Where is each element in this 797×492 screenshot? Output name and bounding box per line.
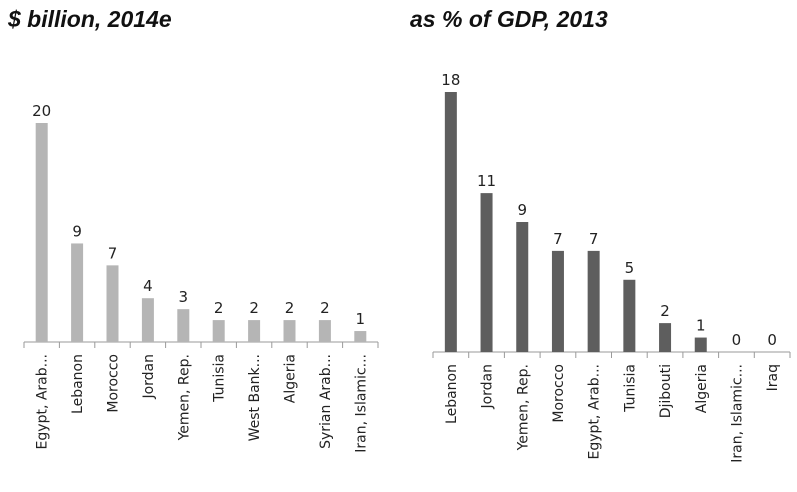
data-label: 7	[589, 230, 599, 248]
category-label: Egypt, Arab...	[35, 354, 51, 449]
bar	[480, 193, 493, 352]
bar	[318, 320, 331, 342]
bar	[444, 92, 457, 352]
category-label: Tunisia	[622, 364, 638, 413]
category-label: Morocco	[106, 354, 122, 413]
chart-title-right: as % of GDP, 2013	[410, 6, 608, 32]
category-label: Algeria	[283, 354, 299, 403]
category-label: West Bank...	[247, 354, 263, 441]
data-label: 9	[517, 201, 527, 219]
category-label: Yemen, Rep.	[515, 364, 531, 451]
chart-right: 18 Lebanon 11 Jordan 9 Yemen, Rep. 7 Morocco 7 Eg…	[432, 71, 791, 463]
chart-left: 20 Egypt, Arab... 9 Lebanon 7 Morocco 4 Jordan 3…	[23, 102, 379, 453]
data-label: 4	[143, 277, 153, 295]
bar	[354, 331, 367, 342]
data-label: 5	[625, 259, 635, 277]
data-label: 2	[249, 299, 259, 317]
data-label: 3	[179, 288, 189, 306]
bar	[283, 320, 296, 342]
bar	[623, 279, 636, 352]
category-label: Lebanon	[444, 364, 460, 424]
bar	[587, 250, 600, 352]
category-label: Jordan	[480, 364, 496, 410]
category-label: Jordan	[141, 354, 157, 400]
data-label: 0	[767, 331, 777, 349]
bar	[694, 337, 707, 352]
chart-title-left: $ billion, 2014e	[8, 6, 172, 32]
category-label: Iran, Islamic...	[729, 364, 745, 463]
data-label: 2	[285, 299, 295, 317]
category-label: Djibouti	[658, 364, 674, 418]
category-label: Egypt, Arab...	[587, 364, 603, 459]
category-label: Lebanon	[70, 354, 86, 414]
category-label: Tunisia	[212, 354, 228, 403]
data-label: 11	[477, 172, 496, 190]
category-label: Iran, Islamic...	[353, 354, 369, 453]
bar	[35, 123, 48, 342]
bar	[71, 243, 84, 342]
category-label: Algeria	[694, 364, 710, 413]
data-label: 7	[553, 230, 563, 248]
data-label: 9	[72, 222, 82, 240]
category-label: Iraq	[765, 364, 781, 391]
data-label: 18	[441, 71, 460, 89]
bar	[551, 250, 564, 352]
category-label: Morocco	[551, 364, 567, 423]
bar	[141, 298, 154, 342]
bar	[659, 323, 672, 352]
data-label: 1	[356, 310, 366, 328]
bar	[106, 265, 119, 342]
bar	[212, 320, 225, 342]
data-label: 2	[660, 302, 670, 320]
data-label: 1	[696, 317, 706, 335]
data-label: 2	[320, 299, 330, 317]
data-label: 7	[108, 244, 118, 262]
data-label: 20	[32, 102, 51, 120]
category-label: Syrian Arab...	[318, 354, 334, 449]
bar	[248, 320, 261, 342]
data-label: 2	[214, 299, 224, 317]
category-label: Yemen, Rep.	[176, 354, 192, 441]
bar	[177, 309, 190, 342]
data-label: 0	[732, 331, 742, 349]
bar	[516, 222, 529, 352]
